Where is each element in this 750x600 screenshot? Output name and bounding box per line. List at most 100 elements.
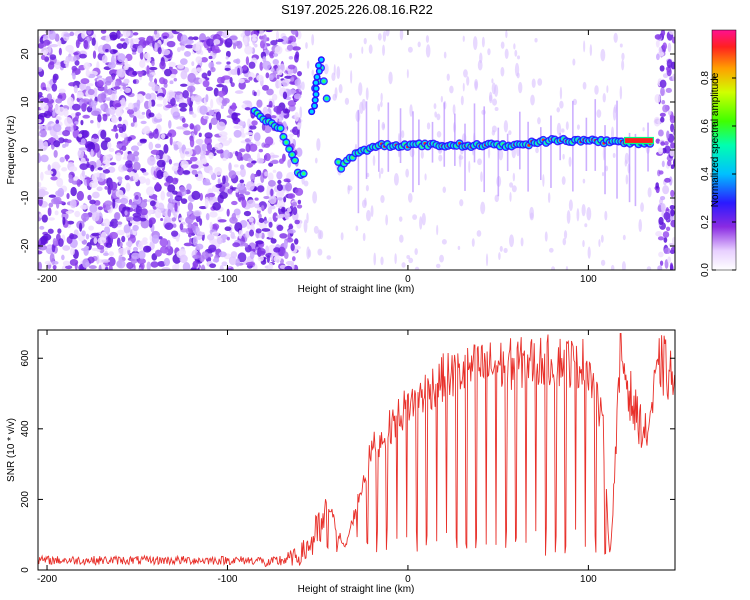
spectrogram-noise-blob	[234, 90, 244, 94]
spectrogram-noise-blob	[243, 37, 248, 46]
spectrogram-noise-blob	[167, 208, 172, 218]
spectrogram-edge-blob	[657, 147, 664, 155]
spectrogram-x-axis-label: Height of straight line (km)	[298, 284, 415, 295]
spectrogram-noise-blob	[225, 56, 229, 60]
spectrogram-noise-blob	[111, 128, 119, 132]
spectrogram-noise-blob	[194, 124, 201, 132]
spectrogram-noise-blob	[93, 134, 98, 140]
spectrogram-noise-blob	[189, 138, 195, 148]
spectrogram-noise-blob	[53, 140, 61, 148]
spectrogram-faint-blob	[458, 153, 462, 168]
spectrogram-faint-blob	[414, 266, 420, 270]
spectrogram-noise-blob	[272, 212, 278, 222]
spectrogram-noise-blob	[264, 171, 269, 177]
spectrogram-noise-blob	[190, 164, 199, 169]
spectrogram-faint-blob	[438, 154, 443, 162]
signal-blob-core	[351, 156, 355, 160]
spectrogram-noise-blob	[132, 79, 137, 84]
spectrogram-faint-blob	[326, 255, 332, 260]
spectrogram-faint-blob	[624, 152, 629, 165]
spectrogram-noise-blob	[235, 188, 239, 193]
spectrogram-faint-blob	[513, 43, 516, 50]
spectrogram-faint-blob	[485, 253, 489, 267]
spectrogram-noise-blob	[133, 150, 140, 157]
spectrogram-noise-blob	[208, 122, 212, 130]
spectrogram-noise-blob	[131, 102, 140, 112]
spectrogram-noise-blob	[267, 207, 272, 215]
spectrogram-edge-blob	[658, 216, 664, 226]
spectrogram-noise-blob	[100, 140, 109, 151]
spectrogram-noise-blob	[92, 191, 100, 199]
spectrogram-noise-blob	[115, 198, 122, 204]
spectrogram-noise-blob	[119, 241, 123, 248]
spectrogram-noise-blob	[266, 187, 270, 198]
snr-frame	[37, 329, 676, 571]
spectrogram-noise-blob	[245, 230, 250, 239]
spectrogram-faint-blob	[420, 150, 424, 159]
spectrogram-edge-blob	[657, 265, 663, 270]
spectrogram-noise-blob	[244, 242, 249, 248]
colorbar-label: Normalized spectral amplitude	[710, 72, 721, 207]
spectrogram-noise-blob	[132, 70, 138, 76]
spectrogram-noise-blob	[139, 139, 147, 144]
signal-blob-core	[284, 140, 288, 144]
spectrogram-faint-blob	[509, 182, 514, 188]
spectrogram-noise-blob	[293, 93, 302, 100]
spectrogram-noise-blob	[47, 207, 52, 217]
spectrogram-noise-blob	[264, 125, 272, 134]
spectrogram-noise-blob	[81, 212, 90, 222]
spectrogram-noise-blob	[130, 145, 139, 152]
spectrogram-noise-blob	[238, 229, 243, 240]
spectrogram-noise-blob	[226, 267, 233, 270]
spectrogram-noise-blob	[104, 185, 108, 190]
spectrogram-noise-blob	[202, 182, 212, 186]
spectrogram-noise-blob	[148, 217, 156, 225]
spectrogram-noise-blob	[290, 243, 295, 252]
spectrogram-noise-blob	[50, 44, 59, 48]
spectrogram-noise-blob	[278, 69, 283, 76]
spectrogram-noise-blob	[297, 70, 302, 77]
spectrogram-faint-blob	[382, 123, 386, 129]
spectrogram-noise-blob	[52, 110, 56, 117]
spectrogram-noise-blob	[80, 119, 84, 126]
spectrogram-noise-blob	[202, 80, 210, 88]
spectrogram-faint-blob	[406, 254, 411, 260]
spectrogram-faint-blob	[551, 266, 556, 270]
spectrogram-noise-blob	[192, 260, 199, 269]
spectrogram-edge-blob	[660, 203, 666, 213]
spectrogram-noise-blob	[39, 188, 46, 198]
spectrogram-edge-blob	[660, 116, 665, 123]
spectrogram-noise-blob	[199, 105, 208, 115]
spectrogram-edge-blob	[655, 138, 661, 144]
spectrogram-noise-blob	[102, 252, 109, 256]
spectrogram-noise-blob	[235, 258, 240, 267]
spectrogram-noise-blob	[49, 253, 55, 263]
spectrogram-faint-blob	[565, 266, 569, 270]
spectrogram-noise-blob	[160, 217, 164, 222]
spectrogram-noise-blob	[52, 265, 57, 270]
spectrogram-noise-blob	[163, 143, 169, 154]
spectrogram-noise-blob	[65, 44, 74, 53]
spectrogram-noise-blob	[287, 100, 297, 107]
spectrogram-noise-blob	[234, 222, 243, 232]
snr-y-tick-label: 0	[20, 567, 31, 573]
spectrogram-noise-blob	[79, 222, 83, 232]
spectrogram-noise-blob	[57, 228, 62, 234]
spectrogram-noise-blob	[278, 79, 282, 89]
spectrogram-faint-blob	[594, 85, 599, 95]
spectrogram-noise-blob	[81, 230, 86, 237]
spectrogram-noise-blob	[69, 199, 77, 209]
spectrogram-noise-blob	[208, 244, 217, 253]
spectrogram-noise-blob	[291, 46, 301, 51]
spectrogram-noise-blob	[86, 176, 90, 187]
spectrogram-edge-blob	[658, 46, 663, 54]
spectrogram-edge-blob	[660, 30, 666, 37]
spectrogram-noise-blob	[288, 104, 296, 112]
spectrogram-edge-blob	[659, 79, 667, 89]
spectrogram-noise-blob	[121, 235, 126, 243]
spectrogram-noise-blob	[218, 251, 227, 258]
spectrogram-noise-blob	[101, 54, 108, 64]
spectrogram-faint-blob	[443, 51, 447, 59]
spectrogram-noise-blob	[171, 165, 179, 172]
